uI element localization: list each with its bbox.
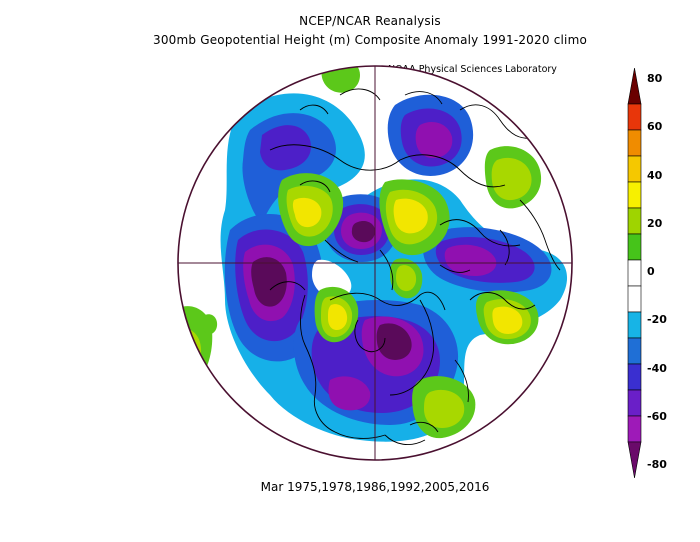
anomaly-contour <box>328 376 371 411</box>
colorbar-swatch <box>627 415 642 443</box>
colorbar-swatch <box>627 441 642 479</box>
colorbar-swatch <box>627 259 642 287</box>
anomaly-contour <box>444 244 497 276</box>
chart-subtitle: 300mb Geopotential Height (m) Composite … <box>152 33 588 47</box>
colorbar-swatch <box>627 233 642 261</box>
map-boundary <box>177 65 573 461</box>
colorbar-swatch <box>627 337 642 365</box>
colorbar-swatch <box>627 129 642 157</box>
colorbar-label: 20 <box>647 216 663 230</box>
composite-caption: Mar 1975,1978,1986,1992,2005,2016 <box>260 480 490 494</box>
coastlines <box>269 88 561 446</box>
colorbar-swatch <box>627 363 642 391</box>
colorbar-label: -60 <box>647 409 667 423</box>
colorbar-swatch <box>627 311 642 339</box>
credit-label: NOAA Physical Sciences Laboratory <box>388 64 557 75</box>
colorbar-swatch <box>627 389 642 417</box>
anomaly-contour <box>328 304 348 330</box>
colorbar-swatch <box>627 155 642 183</box>
colorbar-label: 0 <box>647 265 655 278</box>
colorbar-swatch <box>627 181 642 209</box>
anomaly-contour <box>415 122 453 159</box>
anomaly-contour <box>492 306 523 334</box>
colorbar-swatch <box>627 285 642 313</box>
colorbar <box>627 67 642 479</box>
anomaly-contour <box>351 221 375 243</box>
colorbar-label: 40 <box>647 168 663 182</box>
colorbar-label: 80 <box>647 72 663 85</box>
colorbar-label: -40 <box>647 361 667 375</box>
colorbar-swatch <box>627 207 642 235</box>
anomaly-contour <box>202 314 218 335</box>
anomaly-contour <box>376 323 412 360</box>
colorbar-label: -20 <box>647 313 667 327</box>
colorbar-swatch <box>627 67 642 105</box>
colorbar-swatch <box>627 103 642 131</box>
anomaly-contour <box>393 198 428 234</box>
anomaly-contour <box>424 389 465 428</box>
anomaly-contour <box>396 265 417 292</box>
anomaly-contour <box>260 125 311 171</box>
anomaly-contour <box>292 197 322 228</box>
colorbar-label: 60 <box>647 120 663 134</box>
colorbar-label: -80 <box>647 458 667 471</box>
anomaly-field <box>178 66 572 460</box>
chart-title: NCEP/NCAR Reanalysis <box>299 14 441 28</box>
anomaly-contour <box>491 157 532 201</box>
anomaly-contour <box>251 257 287 307</box>
